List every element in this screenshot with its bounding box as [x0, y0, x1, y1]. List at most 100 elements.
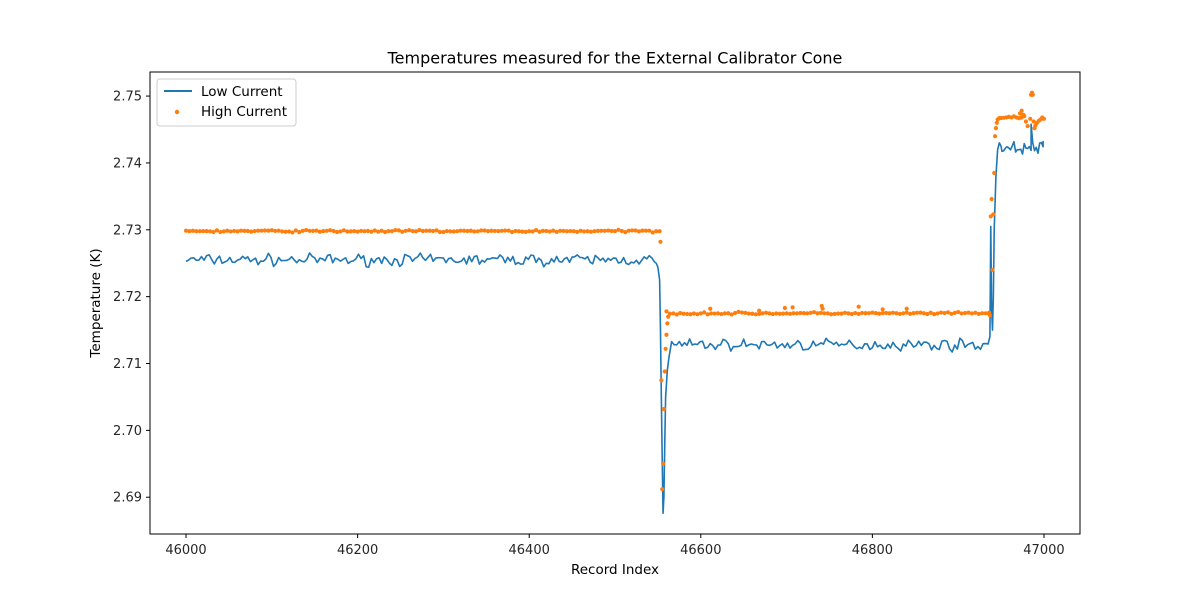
- high-current-point: [437, 229, 443, 235]
- high-current-point: [266, 228, 271, 233]
- high-current-point: [297, 229, 302, 235]
- high-current-point: [290, 230, 295, 235]
- high-current-point: [877, 311, 882, 316]
- high-current-point: [849, 311, 854, 317]
- high-current-point: [880, 307, 885, 312]
- high-current-point: [664, 332, 669, 337]
- high-current-point: [588, 229, 594, 234]
- high-current-point: [599, 228, 604, 233]
- high-current-point: [856, 304, 861, 309]
- high-current-point: [554, 229, 559, 234]
- series-low-current-line: [185, 123, 1044, 515]
- y-axis-ticks: 2.69 2.70 2.71 2.72 2.73 2.74 2.75: [113, 90, 150, 506]
- high-current-point: [578, 228, 583, 233]
- high-current-point: [520, 229, 525, 234]
- high-current-point: [925, 311, 930, 317]
- x-axis-label: Record Index: [571, 562, 659, 578]
- high-current-point: [417, 228, 422, 233]
- high-current-point: [527, 229, 532, 234]
- high-current-point: [551, 228, 556, 233]
- high-current-point: [396, 228, 401, 233]
- high-current-point: [506, 228, 511, 233]
- high-current-point: [832, 311, 837, 316]
- high-current-point: [829, 312, 834, 317]
- high-current-point: [458, 228, 463, 233]
- high-current-point: [355, 229, 360, 234]
- high-current-point: [973, 310, 978, 315]
- high-current-point: [763, 310, 769, 315]
- high-current-point: [990, 267, 995, 272]
- high-current-point: [256, 228, 261, 233]
- x-tick-label: 46200: [337, 543, 378, 558]
- high-current-point: [846, 311, 851, 316]
- high-current-point: [904, 306, 909, 311]
- high-current-point: [805, 311, 810, 316]
- high-current-point: [286, 229, 292, 234]
- high-current-point: [218, 229, 223, 235]
- high-current-point: [623, 230, 628, 235]
- high-current-point: [853, 310, 858, 316]
- high-current-point: [991, 212, 996, 217]
- high-current-point: [187, 229, 192, 234]
- high-current-point: [890, 310, 896, 315]
- high-current-point: [407, 228, 412, 233]
- high-current-point: [705, 312, 710, 317]
- high-current-point: [880, 311, 885, 316]
- high-current-point: [657, 229, 662, 234]
- high-current-point: [866, 311, 872, 316]
- high-current-point: [201, 228, 206, 234]
- high-current-point: [307, 228, 312, 233]
- high-current-point: [918, 310, 923, 315]
- high-current-point: [424, 228, 429, 233]
- high-current-point: [616, 227, 621, 232]
- y-tick-label: 2.71: [113, 357, 142, 372]
- high-current-point: [698, 311, 703, 316]
- high-current-point: [770, 311, 775, 317]
- high-current-point: [993, 126, 999, 131]
- high-current-point: [825, 311, 830, 316]
- high-current-point: [661, 406, 667, 412]
- legend-low-current-label: Low Current: [201, 84, 283, 100]
- high-current-point: [938, 310, 944, 315]
- high-current-point: [564, 229, 570, 234]
- high-current-point: [461, 228, 467, 233]
- high-current-point: [503, 228, 508, 233]
- high-current-point: [980, 311, 985, 316]
- high-current-point: [774, 311, 779, 316]
- high-current-point: [994, 120, 999, 125]
- high-current-point: [262, 228, 268, 233]
- y-tick-label: 2.70: [113, 424, 142, 439]
- high-current-point: [787, 311, 793, 316]
- high-current-point: [911, 311, 916, 316]
- high-current-point: [781, 311, 786, 316]
- high-current-point: [712, 311, 717, 316]
- high-current-point: [489, 228, 494, 233]
- high-current-point: [516, 229, 522, 234]
- high-current-point: [513, 228, 518, 234]
- high-current-point: [211, 229, 216, 235]
- high-current-point: [595, 228, 600, 233]
- high-current-point: [660, 487, 665, 492]
- high-current-point: [956, 309, 961, 315]
- high-current-point: [345, 229, 350, 234]
- high-current-point: [225, 228, 230, 233]
- high-current-point: [557, 228, 563, 233]
- high-current-point: [369, 229, 374, 234]
- high-current-point: [235, 229, 240, 234]
- high-current-point: [681, 311, 686, 316]
- high-current-point: [321, 229, 326, 234]
- high-current-point: [523, 229, 528, 234]
- high-current-point: [662, 369, 667, 374]
- legend-high-current-swatch: [174, 109, 180, 115]
- high-current-point: [630, 228, 635, 233]
- high-current-point: [715, 311, 721, 316]
- high-current-point: [678, 310, 683, 316]
- high-current-point: [736, 309, 741, 315]
- high-current-point: [293, 228, 298, 233]
- high-current-point: [571, 229, 576, 234]
- high-current-point: [269, 228, 274, 233]
- high-current-point: [901, 311, 906, 316]
- high-current-point: [317, 229, 322, 234]
- high-current-point: [708, 306, 713, 311]
- high-current-point: [818, 310, 824, 315]
